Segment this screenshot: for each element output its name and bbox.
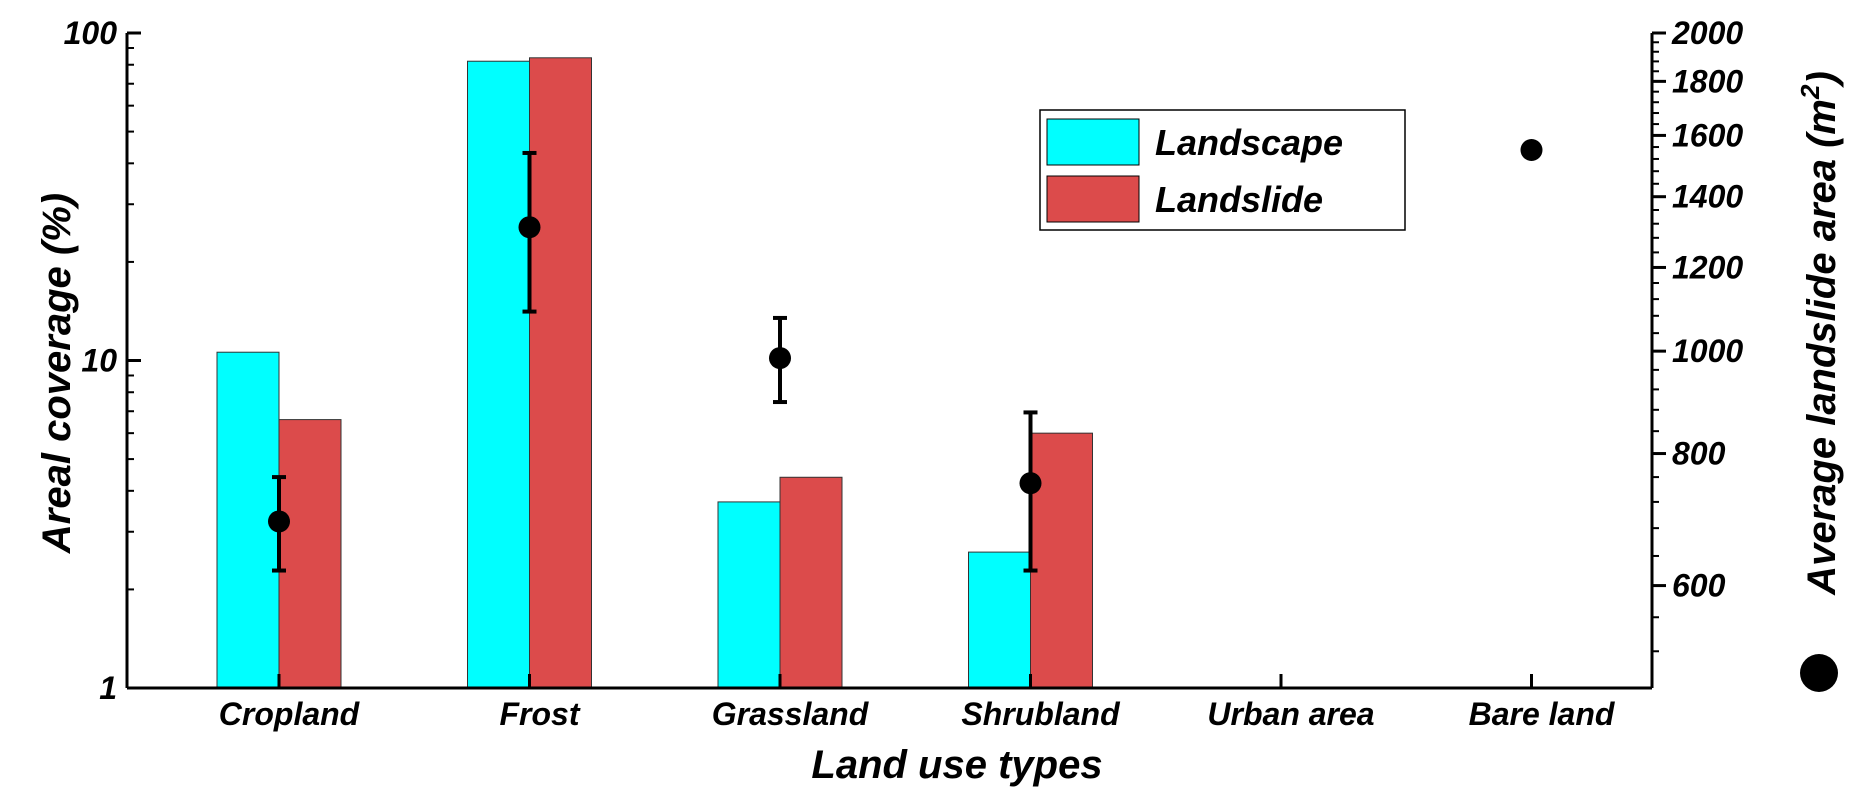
- point-avg-area-grassland: [769, 347, 791, 370]
- y-tick-label: 10: [81, 343, 117, 379]
- y-tick-label: 100: [64, 15, 118, 51]
- bar-landslide-shrubland: [1030, 432, 1093, 689]
- y2-axis-title: Average landslide area (m2): [1795, 71, 1844, 596]
- y2-tick-label: 1400: [1672, 179, 1743, 215]
- point-avg-area-bare-land: [1520, 138, 1543, 161]
- x-tick-label: Urban area: [1207, 696, 1374, 732]
- legend: Landscape Landslide: [1039, 109, 1406, 231]
- plot-area: [216, 57, 1543, 689]
- legend-swatch-landscape: [1046, 118, 1140, 166]
- y2-tick-label: 2000: [1671, 15, 1743, 51]
- y2-axis-title-sup: 2: [1795, 84, 1825, 100]
- bar-landscape-grassland: [717, 501, 781, 689]
- bar-landslide-frost: [529, 57, 592, 689]
- y2-tick-label: 1000: [1672, 333, 1743, 369]
- x-tick-label: Bare land: [1469, 696, 1616, 732]
- x-tick-label: Grassland: [712, 696, 870, 732]
- point-avg-area-frost: [518, 216, 541, 239]
- y2-tick-label: 1200: [1672, 249, 1743, 285]
- y2-tick-label: 1600: [1672, 117, 1743, 153]
- x-axis-title: Land use types: [811, 743, 1102, 787]
- y2-tick-label: 800: [1672, 436, 1726, 472]
- x-tick-label: Frost: [500, 696, 581, 732]
- point-avg-area-shrubland: [1019, 472, 1042, 495]
- y2-axis-marker-icon: [1800, 654, 1838, 692]
- y-tick-label: 1: [99, 670, 117, 706]
- bar-landscape-frost: [467, 60, 530, 689]
- bar-landslide-grassland: [779, 476, 843, 689]
- y2-axis-title-suffix: ): [1800, 71, 1844, 88]
- y2-tick-label: 1800: [1672, 63, 1743, 99]
- y2-axis-title-prefix: Average landslide area (m: [1800, 99, 1844, 596]
- bar-landslide-cropland: [278, 419, 342, 689]
- y-axis-title: Areal coverage (%): [35, 193, 79, 554]
- legend-swatch-landslide: [1046, 175, 1140, 223]
- bar-landscape-shrubland: [968, 551, 1031, 689]
- x-tick-label: Cropland: [219, 696, 361, 732]
- legend-label-landslide: Landslide: [1155, 179, 1323, 220]
- y2-tick-label: 600: [1672, 568, 1726, 604]
- legend-label-landscape: Landscape: [1155, 122, 1343, 163]
- axes: 1 10 100 600 800 1000 1200 1400 1600 1800 2000 Crop…: [64, 15, 1744, 732]
- x-tick-label: Shrubland: [961, 696, 1121, 732]
- point-avg-area-cropland: [268, 510, 290, 533]
